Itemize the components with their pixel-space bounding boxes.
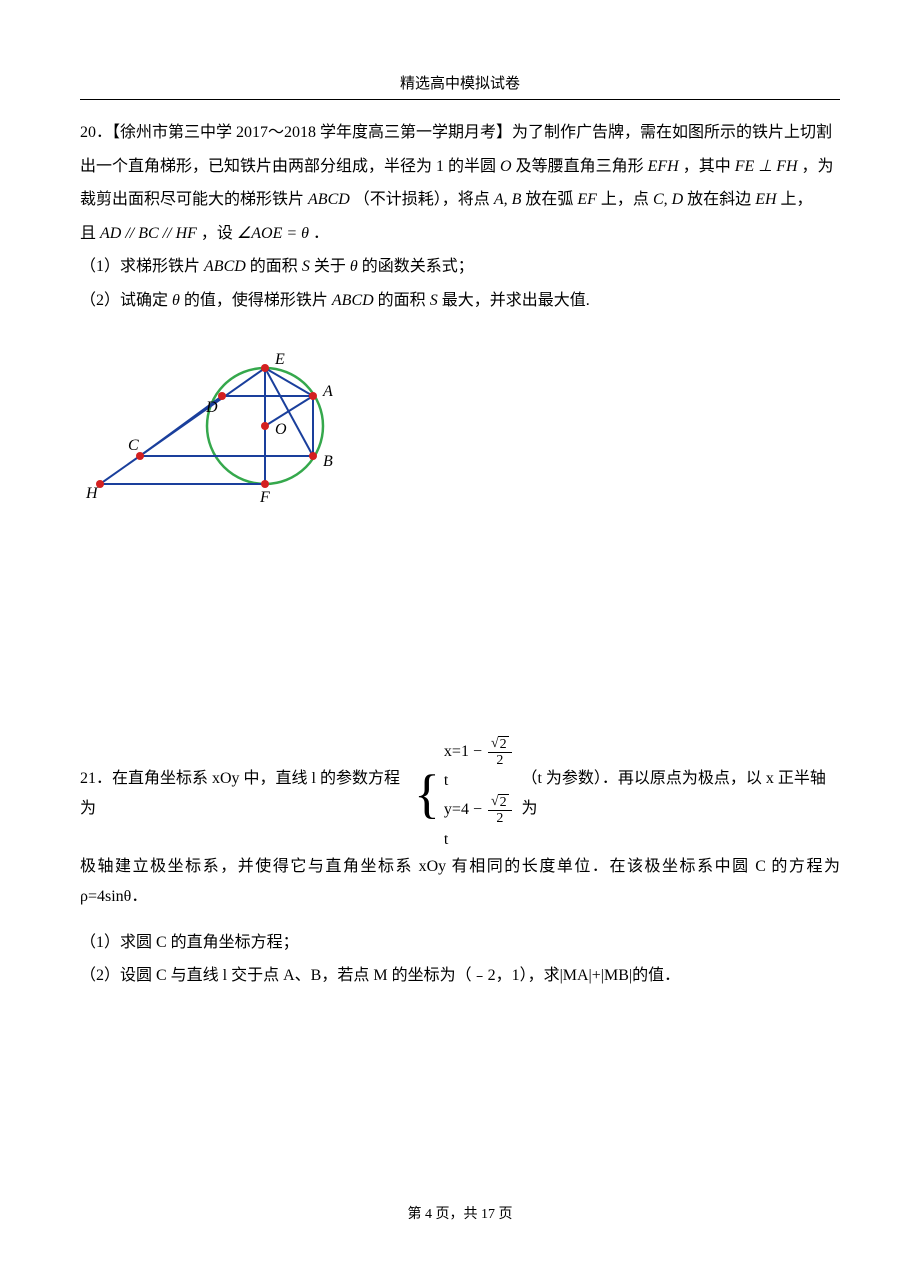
q20-line3: 裁剪出面积尽可能大的梯形铁片 ABCD （不计损耗），将点 A, B 放在弧 E… (80, 185, 840, 215)
sqrt-2: 2 (498, 736, 509, 752)
var-AB: A, B (494, 191, 522, 208)
var-EH: EH (755, 191, 776, 208)
svg-text:E: E (274, 351, 285, 368)
q20-line2: 出一个直角梯形，已知铁片由两部分组成，半径为 1 的半圆 O 及等腰直角三角形 … (80, 152, 840, 182)
text: 的面积 (378, 292, 426, 309)
text: （不计损耗），将点 (354, 191, 490, 208)
text: 关于 (314, 258, 346, 275)
sqrt-2: 2 (498, 794, 509, 810)
text: 最大，并求出最大值. (442, 292, 590, 309)
svg-text:F: F (259, 489, 270, 506)
text: 上， (781, 191, 813, 208)
var-EF: EF (577, 191, 597, 208)
var-theta: θ (172, 292, 180, 309)
text: 上，点 (601, 191, 649, 208)
expr-angle: ∠AOE = θ (237, 225, 309, 242)
text: 的函数关系式； (362, 258, 474, 275)
q20-part2: （2）试确定 θ 的值，使得梯形铁片 ABCD 的面积 S 最大，并求出最大值. (80, 286, 840, 316)
text: 放在斜边 (687, 191, 751, 208)
text: ，设 (201, 225, 233, 242)
var-ABCD: ABCD (204, 258, 246, 275)
frac-sqrt2-2: √2 2 (488, 736, 512, 769)
var-CD: C, D (653, 191, 683, 208)
text: ，为 (802, 158, 834, 175)
expr-perp: FE ⊥ FH (735, 158, 798, 175)
q20-line4: 且 AD // BC // HF ，设 ∠AOE = θ ． (80, 219, 840, 249)
var-S: S (430, 292, 438, 309)
text: 的面积 (250, 258, 298, 275)
q21-line1: 21．在直角坐标系 xOy 中，直线 l 的参数方程为 { x=1 − √2 2… (80, 736, 840, 853)
var-S: S (302, 258, 310, 275)
text: 的值，使得梯形铁片 (184, 292, 328, 309)
param-equations: { x=1 − √2 2 t y=4 − √2 2 (414, 736, 521, 853)
q20-figure: E A D O C B H F (80, 326, 840, 516)
frac-sqrt2-2: √2 2 (488, 794, 512, 827)
var-t: t (444, 772, 448, 789)
var-ABCD: ABCD (308, 191, 350, 208)
page-header: 精选高中模拟试卷 (80, 72, 840, 93)
var-t: t (444, 831, 448, 848)
text: （t 为参数）．再以原点为极点，以 x 正半轴为 (521, 764, 840, 823)
text: 且 (80, 225, 96, 242)
q21-line2: 极轴建立极坐标系，并使得它与直角坐标系 xOy 有相同的长度单位．在该极坐标系中… (80, 852, 840, 911)
text: （1）求梯形铁片 (80, 258, 200, 275)
q20-part1: （1）求梯形铁片 ABCD 的面积 S 关于 θ 的函数关系式； (80, 252, 840, 282)
den-2: 2 (493, 753, 506, 768)
text: 放在弧 (525, 191, 573, 208)
text: ． (313, 225, 329, 242)
page-footer: 第 4 页，共 17 页 (0, 1203, 920, 1223)
text: 21．在直角坐标系 xOy 中，直线 l 的参数方程为 (80, 764, 414, 823)
var-ABCD: ABCD (332, 292, 374, 309)
var-theta: θ (350, 258, 358, 275)
svg-text:B: B (323, 453, 333, 470)
text: x=1 − (444, 743, 486, 760)
expr-parallel: AD // BC // HF (100, 225, 197, 242)
eq-y: y=4 − √2 2 t (444, 794, 522, 852)
q21-part2: （2）设圆 C 与直线 l 交于点 A、B，若点 M 的坐标为（﹣2，1），求|… (80, 961, 840, 991)
eq-x: x=1 − √2 2 t (444, 736, 522, 794)
q20-line1: 20．【徐州市第三中学 2017～2018 学年度高三第一学期月考】为了制作广告… (80, 118, 840, 148)
svg-text:O: O (275, 421, 287, 438)
brace-icon: { (414, 767, 440, 821)
var-EFH: EFH (648, 158, 679, 175)
var-O: O (500, 158, 512, 175)
svg-text:H: H (85, 485, 99, 502)
text: ，其中 (683, 158, 731, 175)
svg-text:C: C (128, 437, 139, 454)
q21-part1: （1）求圆 C 的直角坐标方程； (80, 928, 840, 958)
header-underline (80, 99, 840, 100)
text: 出一个直角梯形，已知铁片由两部分组成，半径为 1 的半圆 (80, 158, 496, 175)
text: y=4 − (444, 801, 486, 818)
den-2: 2 (493, 811, 506, 826)
svg-text:D: D (205, 399, 218, 416)
svg-text:A: A (322, 383, 333, 400)
text: 裁剪出面积尽可能大的梯形铁片 (80, 191, 304, 208)
text: 及等腰直角三角形 (516, 158, 644, 175)
text: （2）试确定 (80, 292, 168, 309)
